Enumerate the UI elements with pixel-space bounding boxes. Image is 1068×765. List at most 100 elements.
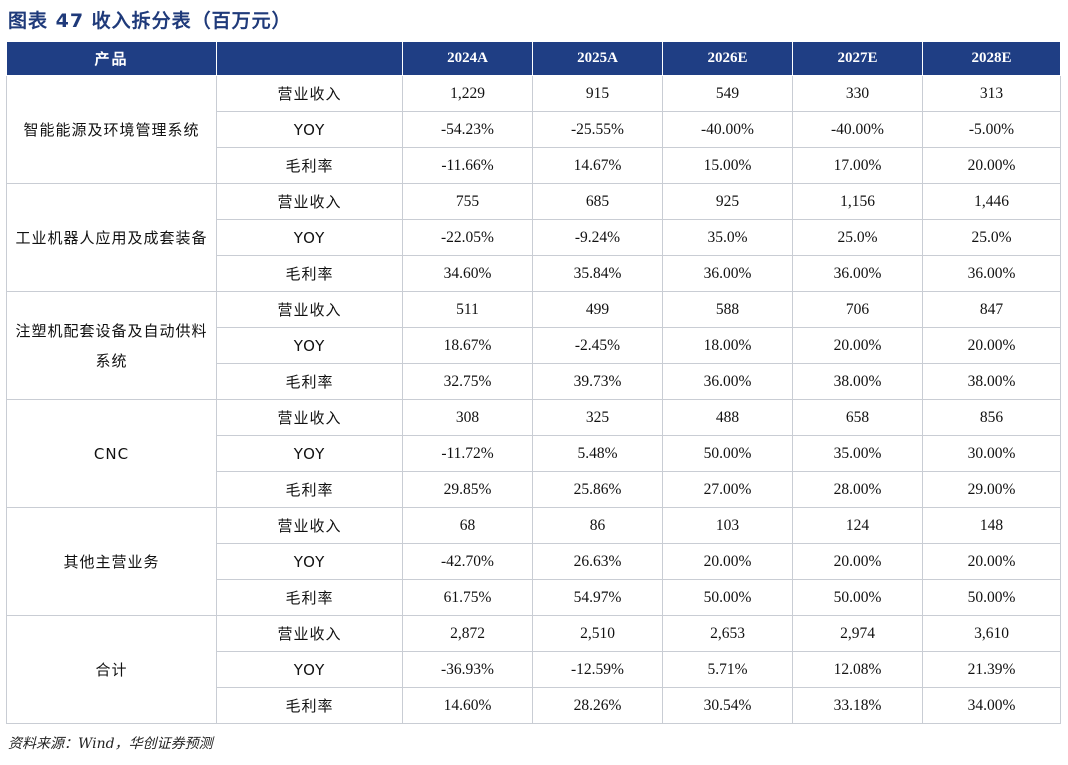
- table-row: 毛利率 -11.66% 14.67% 15.00% 17.00% 20.00%: [7, 147, 1061, 184]
- value-cell: -11.72%: [402, 435, 533, 472]
- value-cell: 1,156: [792, 183, 923, 220]
- value-cell: 14.60%: [402, 687, 533, 724]
- value-cell: -42.70%: [402, 543, 533, 580]
- value-cell: -25.55%: [532, 111, 663, 148]
- header-year: 2025A: [532, 41, 663, 76]
- metric-label-cell: YOY: [216, 327, 403, 364]
- product-category-cell: 合计: [6, 615, 217, 724]
- table-row: YOY -54.23% -25.55% -40.00% -40.00% -5.00%: [7, 111, 1061, 148]
- value-cell: -9.24%: [532, 219, 663, 256]
- value-cell: 20.00%: [922, 543, 1061, 580]
- value-cell: 755: [402, 183, 533, 220]
- metric-label-cell: 毛利率: [216, 471, 403, 508]
- value-cell: 103: [662, 507, 793, 544]
- table-row: 毛利率 14.60% 28.26% 30.54% 33.18% 34.00%: [7, 687, 1061, 724]
- value-cell: 50.00%: [662, 435, 793, 472]
- table-row: CNC 营业收入 308 325 488 658 856: [6, 399, 1061, 508]
- value-cell: 30.00%: [922, 435, 1061, 472]
- table-row: 注塑机配套设备及自动供料系统 营业收入 511 499 588 706 847: [6, 291, 1061, 400]
- header-metric: [216, 41, 403, 76]
- value-cell: 20.00%: [922, 327, 1061, 364]
- value-cell: 5.71%: [662, 651, 793, 688]
- value-cell: 588: [662, 291, 793, 328]
- value-cell: 35.00%: [792, 435, 923, 472]
- table-row: 工业机器人应用及成套装备 营业收入 755 685 925 1,156 1,446: [6, 183, 1061, 292]
- product-category-cell: 其他主营业务: [6, 507, 217, 616]
- value-cell: 26.63%: [532, 543, 663, 580]
- value-cell: 2,974: [792, 615, 923, 652]
- value-cell: 18.00%: [662, 327, 793, 364]
- value-cell: 5.48%: [532, 435, 663, 472]
- value-cell: 38.00%: [922, 363, 1061, 400]
- value-cell: 28.00%: [792, 471, 923, 508]
- metric-label-cell: 毛利率: [216, 363, 403, 400]
- value-cell: 36.00%: [662, 255, 793, 292]
- value-cell: 2,653: [662, 615, 793, 652]
- header-year: 2028E: [922, 41, 1061, 76]
- value-cell: 33.18%: [792, 687, 923, 724]
- value-cell: 856: [922, 399, 1061, 436]
- value-cell: 20.00%: [792, 327, 923, 364]
- metric-label-cell: YOY: [216, 111, 403, 148]
- value-cell: 685: [532, 183, 663, 220]
- revenue-breakdown-table: 产品 2024A 2025A 2026E 2027E 2028E 智能能源及环境…: [6, 41, 1061, 724]
- value-cell: 124: [792, 507, 923, 544]
- value-cell: -40.00%: [662, 111, 793, 148]
- value-cell: 308: [402, 399, 533, 436]
- value-cell: -40.00%: [792, 111, 923, 148]
- value-cell: 54.97%: [532, 579, 663, 616]
- source-note: 资料来源：Wind，华创证券预测: [8, 736, 213, 752]
- metric-label-cell: YOY: [216, 543, 403, 580]
- value-cell: 21.39%: [922, 651, 1061, 688]
- value-cell: 148: [922, 507, 1061, 544]
- value-cell: 61.75%: [402, 579, 533, 616]
- value-cell: 847: [922, 291, 1061, 328]
- metric-label-cell: 营业收入: [216, 75, 403, 112]
- metric-label-cell: YOY: [216, 219, 403, 256]
- value-cell: 915: [532, 75, 663, 112]
- metric-label-cell: YOY: [216, 651, 403, 688]
- value-cell: -22.05%: [402, 219, 533, 256]
- value-cell: -11.66%: [402, 147, 533, 184]
- value-cell: 34.00%: [922, 687, 1061, 724]
- value-cell: 3,610: [922, 615, 1061, 652]
- value-cell: 20.00%: [792, 543, 923, 580]
- value-cell: 658: [792, 399, 923, 436]
- table-row: 毛利率 34.60% 35.84% 36.00% 36.00% 36.00%: [7, 255, 1061, 292]
- table-row: 毛利率 29.85% 25.86% 27.00% 28.00% 29.00%: [7, 471, 1061, 508]
- value-cell: 27.00%: [662, 471, 793, 508]
- value-cell: 20.00%: [922, 147, 1061, 184]
- metric-label-cell: 营业收入: [216, 291, 403, 328]
- value-cell: 39.73%: [532, 363, 663, 400]
- value-cell: 325: [532, 399, 663, 436]
- product-category-cell: 注塑机配套设备及自动供料系统: [6, 291, 217, 400]
- metric-label-cell: 营业收入: [216, 615, 403, 652]
- value-cell: 25.0%: [922, 219, 1061, 256]
- value-cell: 38.00%: [792, 363, 923, 400]
- header-year: 2027E: [792, 41, 923, 76]
- product-category-cell: 工业机器人应用及成套装备: [6, 183, 217, 292]
- value-cell: 330: [792, 75, 923, 112]
- value-cell: 2,872: [402, 615, 533, 652]
- table-title: 图表 47 收入拆分表（百万元）: [8, 10, 292, 32]
- metric-label-cell: 营业收入: [216, 507, 403, 544]
- table-row: 毛利率 32.75% 39.73% 36.00% 38.00% 38.00%: [7, 363, 1061, 400]
- value-cell: 35.0%: [662, 219, 793, 256]
- product-category-cell: 智能能源及环境管理系统: [6, 75, 217, 184]
- value-cell: 50.00%: [792, 579, 923, 616]
- value-cell: 511: [402, 291, 533, 328]
- value-cell: 925: [662, 183, 793, 220]
- value-cell: 34.60%: [402, 255, 533, 292]
- metric-label-cell: 营业收入: [216, 399, 403, 436]
- table-body: 智能能源及环境管理系统 营业收入 1,229 915 549 330 313 YOY -54.2…: [6, 75, 1061, 724]
- metric-label-cell: 毛利率: [216, 147, 403, 184]
- value-cell: 50.00%: [662, 579, 793, 616]
- value-cell: 30.54%: [662, 687, 793, 724]
- value-cell: 36.00%: [792, 255, 923, 292]
- table-row: YOY -36.93% -12.59% 5.71% 12.08% 21.39%: [7, 651, 1061, 688]
- value-cell: 86: [532, 507, 663, 544]
- value-cell: 499: [532, 291, 663, 328]
- value-cell: 50.00%: [922, 579, 1061, 616]
- product-category-cell: CNC: [6, 399, 217, 508]
- table-row: 毛利率 61.75% 54.97% 50.00% 50.00% 50.00%: [7, 579, 1061, 616]
